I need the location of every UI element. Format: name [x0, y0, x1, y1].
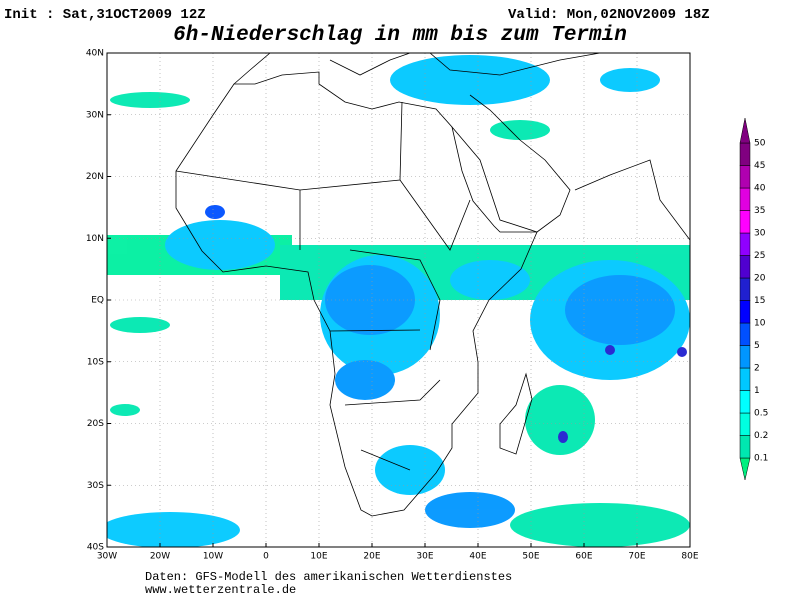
colorbar-label: 45	[754, 161, 765, 171]
x-tick-label: 60E	[575, 552, 592, 562]
colorbar-box	[739, 322, 751, 346]
colorbar-label: 35	[754, 206, 765, 216]
colorbar-label: 10	[754, 319, 766, 329]
colorbar-box	[739, 390, 751, 414]
y-tick-label: 20N	[86, 172, 104, 182]
colorbar-box	[739, 142, 751, 166]
colorbar-label: 5	[754, 341, 760, 351]
colorbar-box	[739, 300, 751, 324]
x-tick-label: 20W	[150, 552, 170, 562]
colorbar-box	[739, 412, 751, 436]
colorbar-box	[739, 210, 751, 234]
colorbar-box	[739, 435, 751, 459]
init-time: Init : Sat,31OCT2009 12Z	[4, 7, 206, 23]
colorbar-tail	[739, 457, 751, 481]
data-source: Daten: GFS-Modell des amerikanischen Wet…	[145, 570, 512, 584]
y-tick-label: 40S	[87, 543, 104, 553]
y-tick-label: 30N	[86, 110, 104, 120]
x-tick-label: 10E	[310, 552, 327, 562]
x-tick-label: 0	[263, 552, 269, 562]
colorbar-label: 0.5	[754, 409, 768, 419]
colorbar-label: 50	[754, 139, 766, 149]
x-tick-label: 80E	[681, 552, 698, 562]
colorbar-label: 2	[754, 364, 760, 374]
colorbar-label: 40	[754, 184, 766, 194]
precip-areas	[107, 55, 690, 547]
colorbar-label: 20	[754, 274, 766, 284]
colorbar-box	[739, 232, 751, 256]
website: www.wetterzentrale.de	[145, 583, 296, 597]
valid-time: Valid: Mon,02NOV2009 18Z	[508, 7, 710, 23]
colorbar-label: 25	[754, 251, 765, 261]
axis-labels: 30W 20W 10W 0 10E 20E 30E 40E 50E 60E 70E 80E 40N 30N…	[86, 49, 699, 562]
colorbar-box	[739, 187, 751, 211]
colorbar-label: 30	[754, 229, 766, 239]
y-tick-label: 10S	[87, 357, 104, 367]
colorbar-box	[739, 367, 751, 391]
x-tick-label: 20E	[363, 552, 380, 562]
y-tick-label: EQ	[91, 296, 104, 306]
map-title: 6h-Niederschlag in mm bis zum Termin	[173, 24, 627, 47]
colorbar-label: 15	[754, 296, 765, 306]
x-tick-label: 40E	[469, 552, 486, 562]
colorbar-box	[739, 277, 751, 301]
x-tick-label: 50E	[522, 552, 539, 562]
colorbar-box	[739, 165, 751, 189]
colorbar-cap	[739, 117, 751, 144]
colorbar-box	[739, 345, 751, 369]
colorbar-label: 0.2	[754, 431, 768, 441]
x-tick-label: 30W	[97, 552, 117, 562]
colorbar-box	[739, 255, 751, 279]
colorbar-label: 0.1	[754, 454, 768, 464]
y-tick-label: 20S	[87, 419, 104, 429]
x-tick-label: 30E	[416, 552, 433, 562]
y-tick-label: 10N	[86, 234, 104, 244]
x-tick-label: 70E	[628, 552, 645, 562]
colorbar-label: 1	[754, 386, 760, 396]
y-tick-label: 40N	[86, 49, 104, 59]
x-tick-label: 10W	[203, 552, 223, 562]
y-tick-label: 30S	[87, 481, 104, 491]
coastlines	[175, 53, 690, 517]
map-area	[107, 53, 690, 547]
